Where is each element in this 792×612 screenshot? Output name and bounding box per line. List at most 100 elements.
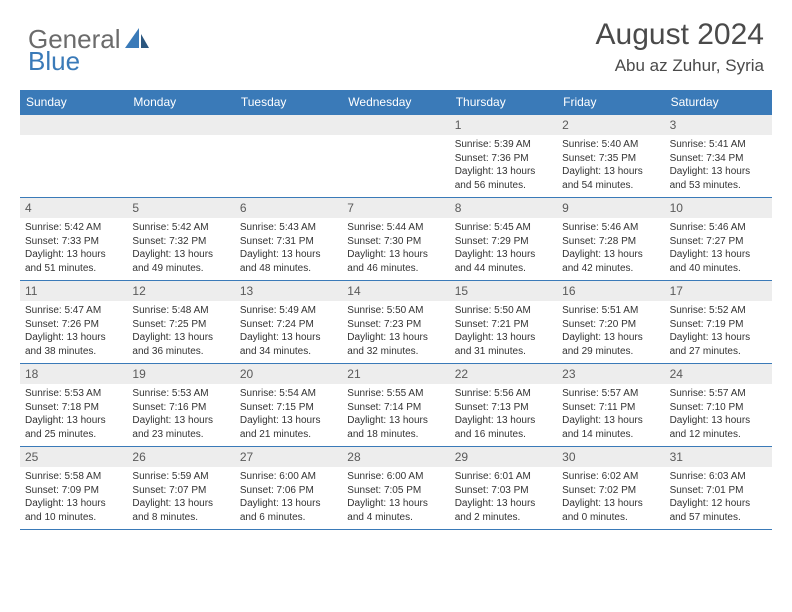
day-detail: Sunrise: 5:46 AMSunset: 7:27 PMDaylight:…: [665, 218, 772, 279]
calendar-day-header: Sunday Monday Tuesday Wednesday Thursday…: [20, 90, 772, 114]
day-detail: Sunrise: 6:03 AMSunset: 7:01 PMDaylight:…: [665, 467, 772, 528]
sunset-line: Sunset: 7:21 PM: [455, 318, 552, 332]
day-number: 31: [665, 447, 772, 467]
calendar-cell: 24Sunrise: 5:57 AMSunset: 7:10 PMDayligh…: [665, 364, 772, 446]
brand-part2: Blue: [28, 46, 80, 76]
day-number: 9: [557, 198, 664, 218]
sunrise-line: Sunrise: 5:56 AM: [455, 387, 552, 401]
daylight-line: Daylight: 13 hours and 53 minutes.: [670, 165, 767, 192]
day-number: 5: [127, 198, 234, 218]
daylight-line: Daylight: 13 hours and 10 minutes.: [25, 497, 122, 524]
day-detail: Sunrise: 5:42 AMSunset: 7:32 PMDaylight:…: [127, 218, 234, 279]
sunset-line: Sunset: 7:34 PM: [670, 152, 767, 166]
day-detail: Sunrise: 5:52 AMSunset: 7:19 PMDaylight:…: [665, 301, 772, 362]
sunrise-line: Sunrise: 6:00 AM: [240, 470, 337, 484]
sunrise-line: Sunrise: 5:49 AM: [240, 304, 337, 318]
daylight-line: Daylight: 13 hours and 44 minutes.: [455, 248, 552, 275]
calendar-cell: 13Sunrise: 5:49 AMSunset: 7:24 PMDayligh…: [235, 281, 342, 363]
day-detail: Sunrise: 5:43 AMSunset: 7:31 PMDaylight:…: [235, 218, 342, 279]
calendar-week: 4 Sunrise: 5:42 AMSunset: 7:33 PM Daylight…: [20, 197, 772, 280]
day-number: 25: [20, 447, 127, 467]
day-header-mon: Monday: [127, 90, 234, 114]
day-detail: Sunrise: 6:02 AMSunset: 7:02 PMDaylight:…: [557, 467, 664, 528]
sunset-line: Sunset: 7:09 PM: [25, 484, 122, 498]
daylight-line: Daylight: 13 hours and 16 minutes.: [455, 414, 552, 441]
daylight-line: Daylight: 13 hours and 0 minutes.: [562, 497, 659, 524]
calendar-cell: 23Sunrise: 5:57 AMSunset: 7:11 PMDayligh…: [557, 364, 664, 446]
calendar-cell: [127, 115, 234, 197]
daylight-line: Daylight: 13 hours and 46 minutes.: [347, 248, 444, 275]
sunset-line: Sunset: 7:05 PM: [347, 484, 444, 498]
day-detail: Sunrise: 6:00 AMSunset: 7:06 PMDaylight:…: [235, 467, 342, 528]
sunset-line: Sunset: 7:33 PM: [25, 235, 122, 249]
page-title: August 2024: [596, 18, 764, 52]
day-number: 21: [342, 364, 449, 384]
sunset-line: Sunset: 7:18 PM: [25, 401, 122, 415]
sunset-line: Sunset: 7:30 PM: [347, 235, 444, 249]
day-detail: Sunrise: 5:53 AMSunset: 7:18 PMDaylight:…: [20, 384, 127, 445]
sunrise-line: Sunrise: 5:42 AM: [25, 221, 122, 235]
daylight-line: Daylight: 13 hours and 23 minutes.: [132, 414, 229, 441]
daylight-line: Daylight: 13 hours and 8 minutes.: [132, 497, 229, 524]
day-number: 13: [235, 281, 342, 301]
day-detail: Sunrise: 6:01 AMSunset: 7:03 PMDaylight:…: [450, 467, 557, 528]
day-number: 19: [127, 364, 234, 384]
daylight-line: Daylight: 13 hours and 6 minutes.: [240, 497, 337, 524]
calendar-cell: 12Sunrise: 5:48 AMSunset: 7:25 PMDayligh…: [127, 281, 234, 363]
sunset-line: Sunset: 7:23 PM: [347, 318, 444, 332]
day-number: 8: [450, 198, 557, 218]
sunset-line: Sunset: 7:11 PM: [562, 401, 659, 415]
calendar-cell: 15Sunrise: 5:50 AMSunset: 7:21 PMDayligh…: [450, 281, 557, 363]
sunset-line: Sunset: 7:35 PM: [562, 152, 659, 166]
sunset-line: Sunset: 7:31 PM: [240, 235, 337, 249]
sunset-line: Sunset: 7:13 PM: [455, 401, 552, 415]
sunrise-line: Sunrise: 5:52 AM: [670, 304, 767, 318]
day-number: 27: [235, 447, 342, 467]
day-detail: Sunrise: 5:56 AMSunset: 7:13 PMDaylight:…: [450, 384, 557, 445]
calendar-cell: 14Sunrise: 5:50 AMSunset: 7:23 PMDayligh…: [342, 281, 449, 363]
calendar-cell: 30Sunrise: 6:02 AMSunset: 7:02 PMDayligh…: [557, 447, 664, 529]
calendar-cell: [20, 115, 127, 197]
calendar-week: 11Sunrise: 5:47 AMSunset: 7:26 PMDayligh…: [20, 280, 772, 363]
day-detail: Sunrise: 6:00 AMSunset: 7:05 PMDaylight:…: [342, 467, 449, 528]
sunrise-line: Sunrise: 6:01 AM: [455, 470, 552, 484]
calendar-cell: 3Sunrise: 5:41 AMSunset: 7:34 PMDaylight…: [665, 115, 772, 197]
sunrise-line: Sunrise: 5:50 AM: [455, 304, 552, 318]
day-detail: Sunrise: 5:41 AMSunset: 7:34 PMDaylight:…: [665, 135, 772, 196]
sunset-line: Sunset: 7:14 PM: [347, 401, 444, 415]
calendar-cell: 21Sunrise: 5:55 AMSunset: 7:14 PMDayligh…: [342, 364, 449, 446]
calendar-cell: 28Sunrise: 6:00 AMSunset: 7:05 PMDayligh…: [342, 447, 449, 529]
calendar-cell: 9Sunrise: 5:46 AMSunset: 7:28 PMDaylight…: [557, 198, 664, 280]
day-detail: Sunrise: 5:55 AMSunset: 7:14 PMDaylight:…: [342, 384, 449, 445]
sunrise-line: Sunrise: 5:48 AM: [132, 304, 229, 318]
sunrise-line: Sunrise: 5:57 AM: [670, 387, 767, 401]
sunrise-line: Sunrise: 5:54 AM: [240, 387, 337, 401]
daylight-line: Daylight: 13 hours and 38 minutes.: [25, 331, 122, 358]
day-detail: Sunrise: 5:53 AMSunset: 7:16 PMDaylight:…: [127, 384, 234, 445]
day-number: 29: [450, 447, 557, 467]
sunrise-line: Sunrise: 5:46 AM: [670, 221, 767, 235]
daylight-line: Daylight: 13 hours and 49 minutes.: [132, 248, 229, 275]
brand-sail-icon: [125, 26, 151, 53]
day-detail: Sunrise: 5:44 AMSunset: 7:30 PMDaylight:…: [342, 218, 449, 279]
sunrise-line: Sunrise: 5:58 AM: [25, 470, 122, 484]
sunset-line: Sunset: 7:20 PM: [562, 318, 659, 332]
day-number: 22: [450, 364, 557, 384]
header: General August 2024 Abu az Zuhur, Syria: [0, 0, 792, 84]
calendar-cell: 19Sunrise: 5:53 AMSunset: 7:16 PMDayligh…: [127, 364, 234, 446]
calendar-cell: 16Sunrise: 5:51 AMSunset: 7:20 PMDayligh…: [557, 281, 664, 363]
day-number: 23: [557, 364, 664, 384]
day-number-empty: [235, 115, 342, 135]
day-number: 4: [20, 198, 127, 218]
day-detail: Sunrise: 5:45 AMSunset: 7:29 PMDaylight:…: [450, 218, 557, 279]
sunset-line: Sunset: 7:06 PM: [240, 484, 337, 498]
sunset-line: Sunset: 7:25 PM: [132, 318, 229, 332]
daylight-line: Daylight: 13 hours and 27 minutes.: [670, 331, 767, 358]
calendar-week: 25Sunrise: 5:58 AMSunset: 7:09 PMDayligh…: [20, 446, 772, 530]
sunset-line: Sunset: 7:19 PM: [670, 318, 767, 332]
calendar-cell: 29Sunrise: 6:01 AMSunset: 7:03 PMDayligh…: [450, 447, 557, 529]
calendar-week: 1Sunrise: 5:39 AMSunset: 7:36 PMDaylight…: [20, 114, 772, 197]
day-number: 26: [127, 447, 234, 467]
day-number-empty: [342, 115, 449, 135]
daylight-line: Daylight: 13 hours and 2 minutes.: [455, 497, 552, 524]
